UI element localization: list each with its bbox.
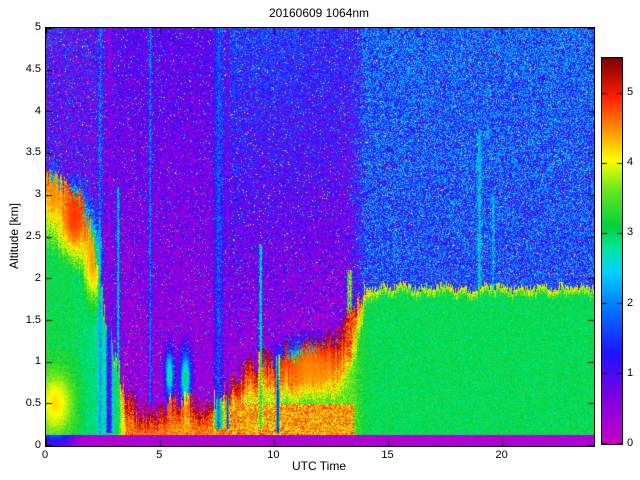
colorbar-tick-label: 0	[627, 437, 634, 449]
heatmap-canvas	[46, 28, 594, 446]
y-tick-label: 4	[34, 104, 41, 117]
x-tick-label: 10	[267, 449, 280, 461]
colorbar-canvas	[602, 58, 622, 444]
y-tick-label: 1	[34, 355, 41, 368]
x-axis-label: UTC Time	[292, 459, 346, 473]
x-tick-label: 15	[381, 449, 394, 461]
y-tick-label: 0.5	[25, 397, 41, 410]
colorbar-tick-label: 4	[627, 156, 634, 169]
x-tick-label: 0	[41, 449, 49, 461]
y-tick-label: 5	[34, 21, 41, 33]
chart-title: 20160609 1064nm	[268, 6, 370, 20]
x-tick-label: 20	[495, 449, 508, 461]
y-tick-label: 1.5	[25, 313, 41, 326]
colorbar-tick-label: 2	[627, 296, 634, 309]
y-tick-label: 4.5	[25, 62, 41, 75]
plot-area	[45, 27, 595, 447]
y-tick-label: 3.5	[25, 146, 41, 159]
y-tick-label: 2	[34, 271, 41, 284]
colorbar-tick-label: 5	[627, 86, 634, 99]
x-tick-label: 5	[156, 449, 163, 461]
colorbar-tick-label: 1	[627, 366, 634, 379]
y-tick-label: 2.5	[25, 230, 41, 242]
y-tick-label: 0	[34, 439, 41, 451]
colorbar	[601, 57, 623, 445]
y-tick-label: 3	[34, 188, 41, 201]
colorbar-tick-label: 3	[627, 226, 634, 239]
